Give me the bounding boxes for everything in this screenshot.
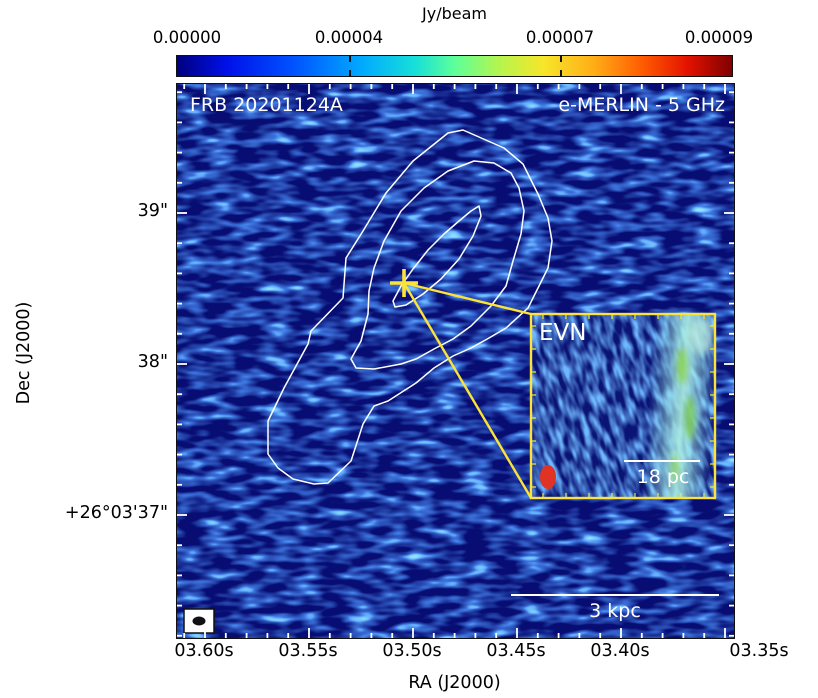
contour-outer <box>267 129 553 485</box>
x-tick-label: 03.35s <box>729 641 789 661</box>
source-name-label: FRB 20201124A <box>190 94 343 116</box>
frb-position-marker <box>390 269 418 297</box>
contour-set <box>267 129 553 485</box>
colorbar-tick-mark <box>349 56 351 62</box>
y-tick-label: 39" <box>137 201 168 221</box>
x-tick-label: 03.45s <box>486 641 546 661</box>
merlin-beam-box <box>183 608 215 634</box>
inset-title: EVN <box>539 320 587 346</box>
evn-inset <box>529 312 717 500</box>
x-tick-label: 03.55s <box>278 641 338 661</box>
y-tick-label: 38" <box>137 352 168 372</box>
colorbar-tick-label: 0.00007 <box>525 28 595 47</box>
x-tick-label: 03.40s <box>590 641 650 661</box>
x-tick-label: 03.60s <box>174 641 234 661</box>
y-tick-label: +26°03'37" <box>64 503 168 523</box>
contour-inner <box>392 205 482 308</box>
inset-leader-lines <box>402 281 533 499</box>
y-axis-title: Dec (J2000) <box>14 301 34 405</box>
colorbar-tick-label: 0.00004 <box>314 28 384 47</box>
colorbar-tick-label: 0.00009 <box>684 28 754 47</box>
colorbar-tick-mark <box>560 56 562 62</box>
colorbar-title: Jy/beam <box>422 4 487 23</box>
x-tick-label: 03.50s <box>382 641 442 661</box>
axis-tick-marks <box>177 84 734 638</box>
radio-map <box>177 84 734 638</box>
inset-axis-ticks <box>531 314 715 498</box>
colorbar <box>176 55 733 77</box>
sky-image-panel: FRB 20201124A e-MERLIN - 5 GHz EVN 18 pc… <box>176 83 735 639</box>
main-scalebar-label: 3 kpc <box>589 600 641 622</box>
colorbar-tick-mark <box>349 70 351 76</box>
leader-line-top <box>403 281 532 316</box>
x-axis-title: RA (J2000) <box>408 673 501 693</box>
inset-green-streaks <box>671 318 713 482</box>
leader-line-bottom <box>402 282 533 499</box>
inset-border <box>529 312 717 500</box>
inset-scalebar-label: 18 pc <box>636 466 690 488</box>
colorbar-tick-mark <box>560 70 562 76</box>
instrument-label: e-MERLIN - 5 GHz <box>558 94 725 116</box>
merlin-beam-ellipse <box>192 616 206 626</box>
evn-beam-ellipse <box>540 465 556 489</box>
colorbar-tick-label: 0.00000 <box>152 28 222 47</box>
contour-middle <box>350 160 525 370</box>
